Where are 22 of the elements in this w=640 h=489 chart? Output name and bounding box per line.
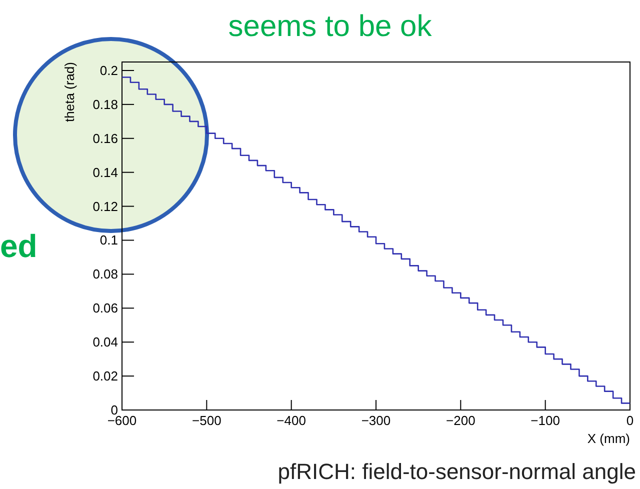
y-tick-label: 0.12	[92, 198, 118, 214]
y-tick-label: 0.2	[100, 62, 118, 78]
text: seems to be ok	[228, 10, 433, 43]
x-axis-title: X (mm)	[587, 431, 630, 446]
y-tick-label: 0	[110, 402, 118, 418]
x-tick-label: −100	[530, 413, 560, 428]
y-tick-label: 0.02	[92, 368, 118, 384]
x-tick-label: −500	[192, 413, 222, 428]
y-tick-label: 0.16	[92, 130, 118, 146]
y-tick-label: 0.06	[92, 300, 118, 316]
x-tick-label: 0	[626, 413, 634, 428]
y-tick-label: 0.14	[92, 164, 118, 180]
y-tick-label: 0.18	[92, 96, 118, 112]
text: ed	[0, 228, 38, 264]
y-axis-title: theta (rad)	[62, 62, 77, 122]
x-tick-label: −200	[446, 413, 476, 428]
text: pfRICH: field-to-sensor-normal angle	[278, 459, 636, 484]
y-tick-label: 0.1	[100, 232, 118, 248]
x-tick-label: −300	[361, 413, 391, 428]
y-tick-label: 0.08	[92, 266, 118, 282]
y-tick-label: 0.04	[92, 334, 118, 350]
x-tick-label: −400	[276, 413, 306, 428]
